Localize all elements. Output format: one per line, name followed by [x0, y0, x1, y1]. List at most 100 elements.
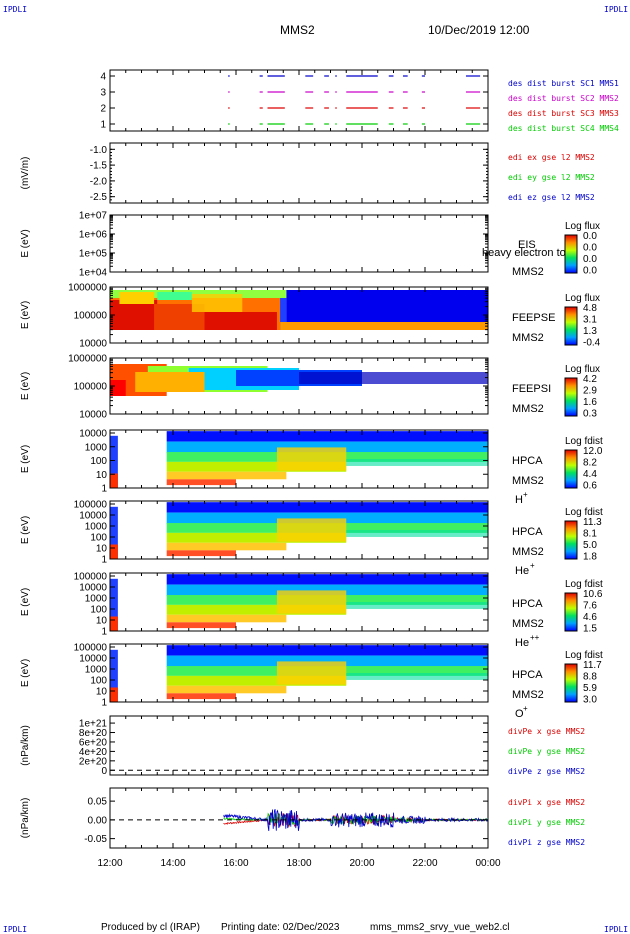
- spacecraft-label: MMS2: [512, 546, 544, 558]
- colorbar-label: 1.6: [583, 397, 597, 408]
- y-tick-label: 100000: [74, 311, 108, 322]
- y-axis-label: E (eV): [20, 229, 31, 257]
- y-tick-label: 1000: [85, 522, 108, 533]
- spectrogram-region: [135, 372, 205, 392]
- colorbar-label: 1.3: [583, 326, 597, 337]
- spectrogram-region: [166, 584, 488, 597]
- time-tick-label: 12:00: [97, 858, 122, 869]
- colorbar-label: -0.4: [583, 338, 601, 349]
- spectrogram-region: [166, 622, 236, 629]
- spectrogram-region: [166, 693, 236, 700]
- instrument-label: HPCA: [512, 669, 543, 681]
- y-tick-label: 10: [96, 687, 108, 698]
- instrument-label: FEEPSI: [512, 383, 551, 395]
- divpi-panel: 0.05 0.00 -0.05 (nPa/km) divPi x gse MMS2 div…: [20, 787, 585, 849]
- burst-legend: des dist burst SC2 MMS2: [508, 94, 619, 103]
- y-tick-label: 1: [101, 484, 107, 495]
- spectrogram-region: [166, 471, 287, 480]
- colorbar-label: 1.5: [583, 624, 597, 635]
- spectrogram-region: [166, 502, 488, 513]
- divpi-frame: [109, 787, 489, 849]
- spectrogram-region: [346, 530, 488, 537]
- colorbar-label: 5.9: [583, 683, 597, 694]
- y-tick-label: 1e+06: [79, 230, 108, 241]
- spectrogram-region: [166, 461, 347, 472]
- spectrogram-region: [166, 532, 347, 543]
- spacecraft-label: MMS2: [512, 332, 544, 344]
- spacecraft-label: MMS2: [512, 618, 544, 630]
- y-tick-label: 4: [100, 72, 106, 83]
- y-tick-label: 1000: [85, 594, 108, 605]
- y-tick-label: 0.05: [88, 797, 108, 808]
- feepse-panel: 1000000 100000 10000 E (eV) FEEPSE MMS2 Log fl…: [20, 283, 601, 350]
- divpe-legend: divPe z gse MMS2: [508, 767, 585, 776]
- colorbar-label: 5.0: [583, 540, 597, 551]
- y-axis-label: E (eV): [20, 516, 31, 544]
- species-label: He: [515, 637, 529, 649]
- time-axis: 12:00 14:00 16:00 18:00 20:00 22:00 00:00: [97, 858, 500, 869]
- instrument-label: HPCA: [512, 455, 543, 467]
- spectrogram-region: [166, 675, 347, 686]
- spectrogram-region: [110, 616, 118, 631]
- colorbar-label: 11.3: [583, 517, 602, 528]
- divpi-legend: divPi z gse MMS2: [508, 838, 585, 847]
- y-tick-label: 100000: [74, 500, 108, 511]
- spectrogram-region: [276, 661, 347, 685]
- species-charge-label: +: [523, 704, 528, 713]
- y-axis-label: (nPa/km): [20, 725, 31, 766]
- divpi-legend: divPi x gse MMS2: [508, 798, 585, 807]
- spectrogram-region: [110, 435, 118, 488]
- burst-legend: des dist burst SC4 MMS4: [508, 124, 619, 133]
- spectrogram-region: [276, 590, 347, 614]
- y-tick-label: 10000: [79, 583, 107, 594]
- y-tick-label: 1e+21: [79, 719, 108, 730]
- spectrogram-region: [110, 687, 118, 702]
- edi-frame: [109, 142, 489, 204]
- feepsi-panel: 1000000 100000 10000 E (eV) FEEPSI MMS2 Log fl…: [20, 354, 600, 421]
- colorbar-title: Log fdist: [565, 650, 603, 661]
- corner-label-bottom-right: IPDLI: [604, 925, 628, 934]
- colorbar-title: Log fdist: [565, 579, 603, 590]
- divpe-legend: divPe x gse MMS2: [508, 727, 585, 736]
- y-tick-label: 10000: [79, 410, 107, 421]
- spectrogram-region: [166, 431, 488, 442]
- spectrogram-region: [110, 473, 118, 488]
- spacecraft-label: MMS2: [512, 475, 544, 487]
- corner-label-top-right: IPDLI: [604, 5, 628, 14]
- spectrogram-region: [346, 459, 488, 466]
- colorbar-label: 3.0: [583, 695, 597, 706]
- y-tick-label: 1: [100, 120, 106, 131]
- divpe-frame: [109, 715, 489, 776]
- y-tick-label: 1e+05: [79, 249, 108, 260]
- burst-panel: 4 3 2 1 des dist burst SC1 MMS1 des dist burs…: [100, 69, 619, 133]
- colorbar: [564, 520, 578, 560]
- spacecraft-label: MMS2: [512, 403, 544, 415]
- time-tick-label: 16:00: [223, 858, 248, 869]
- spectrogram-region: [166, 685, 287, 694]
- y-tick-label: 1: [101, 627, 107, 638]
- spectrogram-region: [166, 655, 488, 668]
- spectrogram-region: [276, 447, 347, 471]
- footer-script-name: mms_mms2_srvy_vue_web2.cl: [370, 922, 510, 933]
- species-label: He: [515, 565, 529, 577]
- colorbar-label: 0.0: [583, 266, 597, 277]
- y-tick-label: 1: [101, 555, 107, 566]
- y-tick-label: -0.05: [84, 834, 107, 845]
- colorbar: [564, 234, 578, 274]
- colorbar-label: 12.0: [583, 446, 603, 457]
- colorbar-label: 4.2: [583, 374, 597, 385]
- y-tick-label: 1e+04: [79, 268, 108, 279]
- y-tick-label: 10: [96, 470, 108, 481]
- edi-legend: edi ex gse l2 MMS2: [508, 153, 595, 162]
- y-tick-label: 1000000: [68, 283, 107, 294]
- y-tick-label: 10000: [79, 339, 107, 350]
- y-tick-label: 1: [101, 698, 107, 709]
- spacecraft-label: MMS2: [512, 689, 544, 701]
- y-tick-label: -2.0: [90, 176, 108, 187]
- colorbar-title: Log flux: [565, 221, 600, 232]
- y-tick-label: 0: [101, 766, 107, 777]
- spectrogram-region: [276, 518, 347, 542]
